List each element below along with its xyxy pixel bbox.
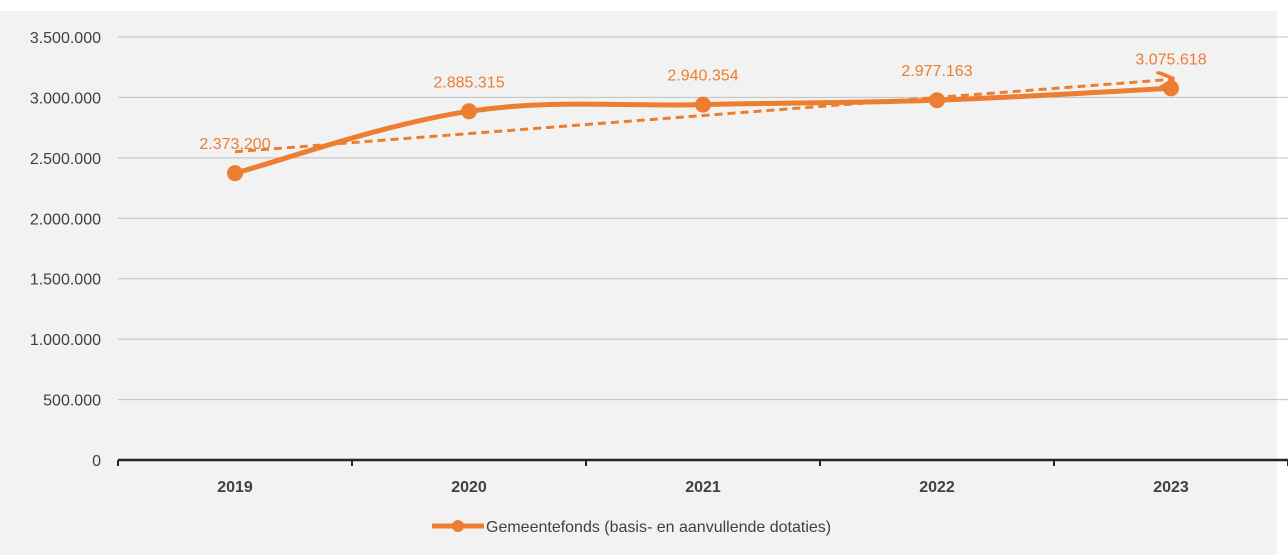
x-tick-label: 2023 bbox=[1153, 479, 1189, 496]
y-tick-label: 2.000.000 bbox=[30, 211, 101, 228]
legend: Gemeentefonds (basis- en aanvullende dot… bbox=[432, 519, 831, 536]
x-tick-label: 2021 bbox=[685, 479, 721, 496]
data-label: 3.075.618 bbox=[1135, 51, 1206, 68]
data-point-marker bbox=[461, 103, 477, 120]
x-tick-label: 2019 bbox=[217, 479, 253, 496]
data-labels: 2.373.200 2.885.315 2.940.354 2.977.163 3.07… bbox=[199, 51, 1206, 153]
data-label: 2.885.315 bbox=[433, 74, 504, 91]
y-tick-label: 3.500.000 bbox=[30, 30, 101, 47]
data-point-marker bbox=[695, 96, 711, 113]
x-tick-label: 2020 bbox=[451, 479, 487, 496]
y-tick-label: 1.500.000 bbox=[30, 272, 101, 289]
axes: 0 500.000 1.000.000 1.500.000 2.000.000 2.500… bbox=[30, 30, 1288, 496]
data-point-marker bbox=[1163, 80, 1179, 97]
y-tick-label: 2.500.000 bbox=[30, 151, 101, 168]
data-label: 2.373.200 bbox=[199, 136, 270, 153]
y-tick-label: 500.000 bbox=[43, 393, 101, 410]
y-tick-label: 3.000.000 bbox=[30, 90, 101, 107]
data-point-marker bbox=[227, 165, 243, 182]
x-tick-label: 2022 bbox=[919, 479, 955, 496]
chart-area bbox=[0, 11, 1277, 555]
y-tick-label: 1.000.000 bbox=[30, 332, 101, 349]
y-tick-label: 0 bbox=[92, 453, 101, 470]
data-label: 2.940.354 bbox=[667, 68, 738, 85]
series-layer bbox=[227, 80, 1179, 182]
data-point-marker bbox=[929, 92, 945, 109]
data-label: 2.977.163 bbox=[901, 63, 972, 80]
trendline-layer bbox=[234, 79, 1171, 154]
trendline bbox=[234, 79, 1171, 154]
legend-label: Gemeentefonds (basis- en aanvullende dot… bbox=[486, 519, 831, 536]
legend-swatch-marker bbox=[452, 520, 464, 532]
